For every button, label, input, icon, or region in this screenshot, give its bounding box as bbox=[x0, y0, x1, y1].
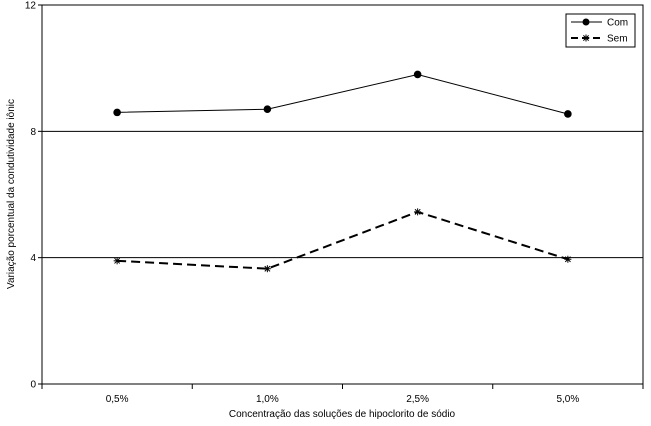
data-point-sem-0 bbox=[113, 257, 121, 265]
x-axis-title: Concentração das soluções de hipoclorito… bbox=[229, 409, 456, 420]
legend: Com Sem bbox=[565, 13, 636, 48]
y-axis-ticks: 0 4 8 12 bbox=[25, 1, 42, 391]
series-line-com bbox=[117, 73, 569, 115]
y-axis-title: Variação porcentual da condutividade iôn… bbox=[6, 99, 17, 289]
legend-label-com: Com bbox=[607, 18, 628, 29]
legend-star-sem-d2 bbox=[583, 35, 589, 41]
data-point-com-0 bbox=[113, 108, 121, 117]
data-point-com-1 bbox=[263, 105, 272, 114]
y-tick-label-2: 8 bbox=[30, 127, 36, 138]
data-point-sem-3 bbox=[564, 255, 572, 263]
x-tick-label-3: 5,0% bbox=[556, 394, 579, 405]
data-point-sem-3-d2 bbox=[564, 256, 571, 263]
y-tick-label-1: 4 bbox=[30, 253, 36, 264]
x-tick-label-2: 2,5% bbox=[406, 394, 429, 405]
y-tick-label-0: 0 bbox=[30, 380, 36, 391]
gridlines bbox=[42, 130, 643, 259]
x-tick-label-1: 1,0% bbox=[256, 394, 279, 405]
data-point-sem-2 bbox=[414, 208, 422, 216]
data-point-sem-0-d2 bbox=[114, 257, 121, 264]
plot-area bbox=[41, 4, 644, 385]
legend-marker-com bbox=[582, 18, 590, 26]
data-point-sem-1-d2 bbox=[264, 265, 271, 272]
legend-label-sem: Sem bbox=[607, 34, 628, 45]
data-point-sem-2-d2 bbox=[414, 208, 421, 215]
legend-marker-sem bbox=[582, 34, 590, 42]
series-line-sem bbox=[117, 210, 569, 270]
x-axis-ticks: 0,5% 1,0% 2,5% 5,0% bbox=[41, 384, 644, 405]
x-tick-label-0: 0,5% bbox=[106, 394, 129, 405]
data-point-com-2 bbox=[413, 70, 422, 79]
data-point-com-3 bbox=[564, 110, 572, 118]
data-point-sem-1 bbox=[263, 265, 271, 273]
series-group bbox=[113, 70, 572, 273]
legend-star-sem bbox=[582, 34, 590, 42]
y-tick-label-3: 12 bbox=[25, 1, 37, 12]
legend-box bbox=[565, 13, 636, 48]
